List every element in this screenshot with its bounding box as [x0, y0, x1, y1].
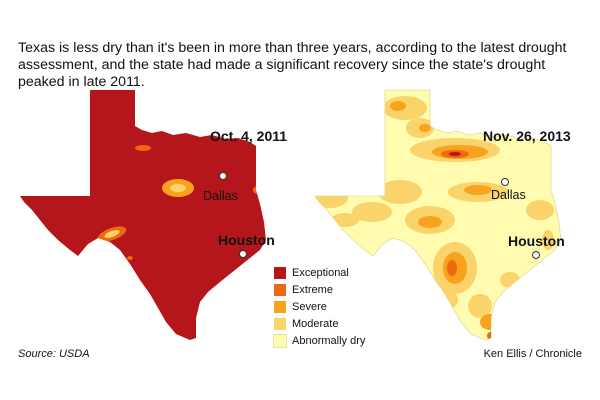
dallas-marker	[219, 172, 227, 180]
houston-marker	[239, 250, 247, 258]
city-label-dallas: Dallas	[491, 188, 526, 202]
houston-marker	[532, 251, 540, 259]
legend-swatch	[273, 333, 287, 348]
extreme-patch	[127, 256, 133, 260]
legend-swatch	[274, 283, 286, 296]
extreme-patch	[135, 145, 151, 151]
legend-item: Extreme	[274, 281, 365, 298]
extreme-patch	[253, 185, 266, 195]
moderate-patch	[170, 184, 186, 192]
city-label-houston: Houston	[508, 233, 565, 249]
dallas-marker	[501, 178, 509, 186]
map-date-2011: Oct. 4, 2011	[210, 128, 288, 144]
legend-item: Abnormally dry	[273, 332, 366, 349]
legend-label: Exceptional	[292, 266, 349, 279]
legend-item: Exceptional	[274, 264, 365, 281]
source-credit: Source: USDA	[18, 348, 90, 360]
intro-text: Texas is less dry than it's been in more…	[18, 40, 567, 90]
city-label-dallas: Dallas	[203, 189, 238, 203]
map-date-2013: Nov. 26, 2013	[483, 128, 571, 144]
author-credit: Ken Ellis / Chronicle	[483, 348, 582, 360]
legend: Exceptional Extreme Severe Moderate Abno…	[273, 264, 366, 349]
legend-item: Moderate	[274, 315, 365, 332]
legend-swatch	[274, 300, 286, 313]
legend-swatch	[274, 317, 286, 330]
legend-label: Extreme	[292, 283, 333, 296]
legend-swatch	[274, 266, 286, 279]
legend-item: Severe	[274, 298, 365, 315]
legend-label: Severe	[292, 300, 327, 313]
legend-label: Abnormally dry	[292, 334, 366, 347]
severe-patch	[104, 230, 120, 238]
legend-label: Moderate	[292, 317, 339, 330]
city-label-houston: Houston	[218, 232, 275, 248]
extreme-patch	[217, 284, 225, 296]
